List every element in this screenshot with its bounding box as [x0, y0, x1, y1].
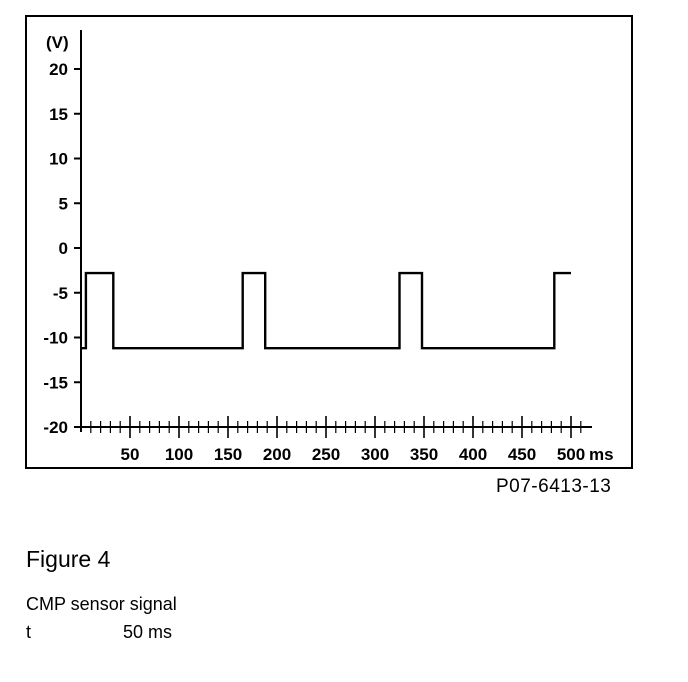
y-tick-label: -5	[53, 284, 68, 303]
param-value: 50 ms	[123, 622, 173, 642]
signal-series-line	[81, 271, 571, 350]
figure-caption: CMP sensor signal	[26, 594, 177, 614]
y-tick-label: -10	[43, 329, 68, 348]
y-tick-label: 5	[59, 194, 68, 213]
y-tick-label: 10	[49, 150, 68, 169]
y-tick-label: -20	[43, 418, 68, 437]
x-tick-label: 300	[361, 445, 389, 464]
x-unit-label: ms	[589, 445, 614, 464]
x-tick-label: 50	[121, 445, 140, 464]
x-tick-label: 200	[263, 445, 291, 464]
y-tick-label: -15	[43, 373, 68, 392]
y-tick-label: 0	[59, 239, 68, 258]
x-tick-label: 150	[214, 445, 242, 464]
x-ticks: 50 100 150 200 250 300 350 400 450 500	[90, 416, 585, 464]
x-tick-label: 450	[508, 445, 536, 464]
x-tick-label: 250	[312, 445, 340, 464]
y-tick-label: 20	[49, 60, 68, 79]
y-unit-label: (V)	[46, 33, 69, 52]
x-tick-label: 500	[557, 445, 585, 464]
x-tick-label: 400	[459, 445, 487, 464]
figure-title: Figure 4	[26, 546, 111, 572]
series-layer	[81, 271, 571, 350]
param-symbol: t	[26, 622, 32, 642]
plot-frame	[25, 15, 633, 469]
y-ticks: 20 15 10 5 0 -5 -10 -15 -20	[43, 60, 81, 437]
x-tick-label: 100	[165, 445, 193, 464]
x-tick-label: 350	[410, 445, 438, 464]
y-tick-label: 15	[49, 105, 68, 124]
figure-reference: P07-6413-13	[496, 476, 612, 497]
